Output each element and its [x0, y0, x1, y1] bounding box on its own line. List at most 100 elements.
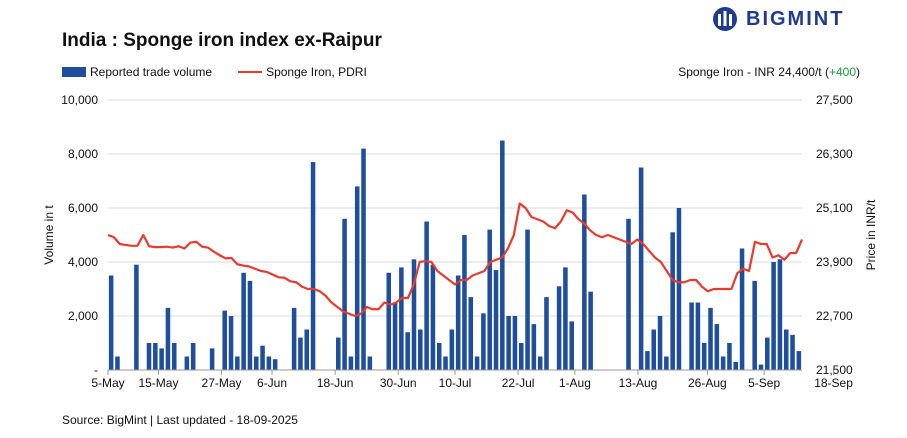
volume-bar: [752, 280, 757, 370]
volume-bar: [411, 259, 417, 370]
x-tick-label: 1-Aug: [559, 376, 591, 390]
legend-line-label: Sponge Iron, PDRI: [266, 65, 367, 79]
volume-bar: [563, 267, 568, 370]
volume-bar: [436, 343, 442, 370]
x-tick-label: 5-Sep: [748, 376, 780, 390]
volume-bar: [765, 337, 770, 370]
left-tick-label: 10,000: [61, 93, 98, 107]
volume-bar: [165, 307, 171, 370]
volume-bar: [645, 351, 650, 370]
volume-bar: [531, 324, 537, 370]
volume-bar: [171, 343, 177, 370]
left-tick-label: 6,000: [68, 201, 98, 215]
y-axis-right-title: Price in INR/t: [864, 199, 878, 270]
volume-bar: [720, 356, 726, 370]
volume-bar: [222, 310, 227, 370]
volume-bar: [266, 356, 272, 370]
volume-bar: [146, 343, 152, 370]
volume-bar: [184, 356, 190, 370]
x-tick-label: 27-May: [202, 376, 242, 390]
volume-bar: [462, 235, 467, 370]
x-tick-label: 10-Jul: [439, 376, 472, 390]
x-tick-label: 15-May: [138, 376, 178, 390]
volume-bar: [291, 307, 297, 370]
volume-bar: [676, 208, 682, 370]
volume-bar: [386, 272, 392, 370]
volume-bar: [481, 313, 486, 370]
left-tick-label: -: [94, 363, 98, 377]
volume-bar: [733, 361, 739, 370]
volume-bar: [512, 316, 518, 370]
volume-bar: [253, 356, 259, 370]
volume-bar: [367, 356, 373, 370]
brand-logo: BIGMINT: [712, 6, 844, 32]
volume-bar: [354, 186, 360, 370]
volume-bar: [260, 345, 265, 370]
volume-bar: [588, 291, 593, 370]
volume-bar: [569, 321, 574, 370]
chart-legend: Reported trade volume Sponge Iron, PDRI: [62, 65, 367, 79]
volume-bar: [430, 264, 436, 370]
volume-bar: [525, 229, 530, 370]
price-note-suffix: ): [856, 65, 860, 79]
right-tick-label: 21,500: [816, 363, 853, 377]
volume-bar: [474, 356, 480, 370]
left-tick-label: 4,000: [68, 255, 98, 269]
volume-bar: [298, 337, 303, 370]
right-tick-label: 26,300: [816, 147, 853, 161]
price-line: [107, 202, 804, 318]
volume-bar: [544, 297, 549, 370]
volume-bar: [518, 343, 524, 370]
volume-bar: [708, 307, 713, 370]
legend-bar-label: Reported trade volume: [90, 65, 213, 79]
volume-bar: [405, 332, 410, 370]
x-tick-label: 30-Jun: [380, 376, 417, 390]
volume-bar: [506, 316, 511, 370]
volume-bar: [582, 194, 587, 370]
volume-bar: [209, 348, 215, 370]
x-tick-label: 18-Jun: [317, 376, 354, 390]
x-tick-label: 22-Jul: [502, 376, 535, 390]
volume-bar: [336, 337, 341, 370]
volume-bar: [771, 262, 776, 370]
price-note: Sponge Iron - INR 24,400/t (+400): [678, 65, 860, 79]
volume-bar: [468, 297, 474, 370]
volume-bar: [235, 356, 240, 370]
volume-bar: [689, 302, 694, 370]
volume-bar: [190, 343, 196, 370]
left-tick-label: 2,000: [68, 309, 98, 323]
volume-bar: [134, 264, 139, 370]
x-tick-label: 5-May: [91, 376, 124, 390]
volume-bar: [790, 334, 795, 370]
volume-bar: [241, 272, 246, 370]
bar-series: [108, 140, 802, 370]
x-tick-label: 26-Aug: [688, 376, 727, 390]
legend-line-swatch: [238, 71, 263, 73]
volume-bar: [651, 329, 657, 370]
axes: - 21,500 2,000 22,700 4,000 23,900 6,000 25,100…: [42, 93, 878, 390]
right-tick-label: 25,100: [816, 201, 853, 215]
volume-bar: [638, 167, 644, 370]
volume-bar: [714, 324, 720, 370]
price-note-prefix: Sponge Iron - INR 24,400/t (: [678, 65, 829, 79]
brand-mark-icon: [713, 7, 737, 31]
volume-bar: [727, 343, 732, 370]
y-axis-left-title: Volume in t: [42, 205, 56, 265]
volume-bar: [348, 356, 354, 370]
volume-bar: [272, 359, 278, 370]
volume-bar: [342, 218, 347, 370]
right-tick-label: 23,900: [816, 255, 853, 269]
right-tick-label: 27,500: [816, 93, 853, 107]
volume-bar: [115, 356, 120, 370]
right-tick-label: 22,700: [816, 309, 853, 323]
x-tick-label: 6-Jun: [257, 376, 287, 390]
source-note: Source: BigMint | Last updated - 18-09-2…: [62, 413, 298, 427]
line-series: [107, 202, 804, 318]
volume-bar: [159, 348, 164, 370]
x-tick-label: 13-Aug: [619, 376, 658, 390]
volume-bar: [228, 316, 234, 370]
volume-bar: [455, 275, 461, 370]
x-tick-label: 18-Sep: [814, 376, 853, 390]
volume-bar: [739, 248, 745, 370]
price-change: +400: [828, 65, 856, 79]
